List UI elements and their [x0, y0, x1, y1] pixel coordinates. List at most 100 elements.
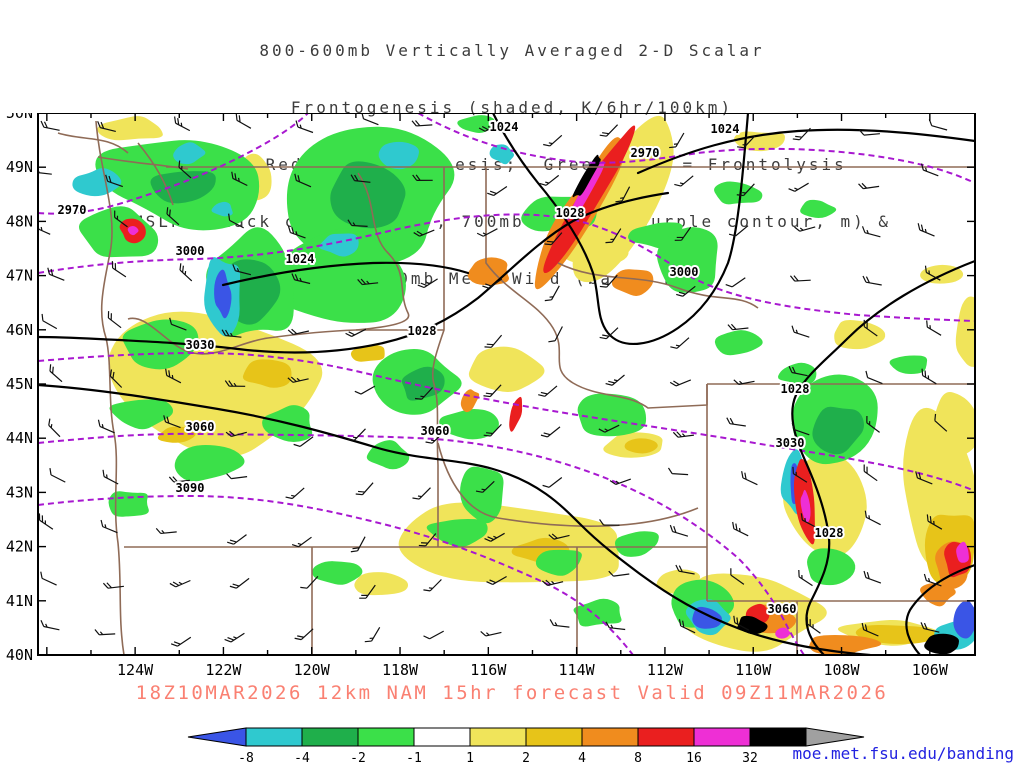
- wind-barb: [354, 385, 376, 395]
- colorbar-tick: 4: [578, 751, 586, 766]
- shading-blob: [157, 426, 196, 443]
- wind-barb: [669, 379, 692, 387]
- wind-barb: [741, 471, 758, 486]
- wind-barb: [49, 468, 66, 483]
- wind-barb: [605, 228, 622, 244]
- wind-barb: [227, 534, 247, 545]
- lon-tick-label: 110W: [735, 661, 772, 679]
- wind-barb: [733, 379, 755, 385]
- wind-barb: [726, 417, 746, 427]
- shading-blob: [273, 228, 406, 323]
- colorbar-segment: [581, 727, 639, 747]
- height-label: 3060: [768, 602, 797, 616]
- wind-barb: [859, 129, 880, 136]
- wind-barb: [669, 132, 685, 149]
- wind-barb: [540, 426, 561, 438]
- shading-blob: [855, 624, 936, 644]
- wind-barb: [94, 629, 116, 636]
- mslp-label: 1028: [815, 526, 844, 540]
- shading-blob: [577, 393, 647, 437]
- wind-barb: [858, 182, 880, 190]
- wind-barb: [548, 326, 563, 343]
- lat-tick-label: 43N: [6, 483, 33, 501]
- wind-barb: [291, 536, 312, 548]
- wind-barb: [414, 387, 434, 400]
- wind-barb: [231, 171, 248, 187]
- lat-tick-label: 44N: [6, 429, 33, 447]
- shading-blob: [614, 531, 659, 557]
- wind-barb: [598, 424, 620, 433]
- wind-barb: [47, 267, 65, 281]
- lat-tick-label: 50N: [6, 113, 33, 122]
- wind-barb: [478, 123, 500, 132]
- wind-barb: [669, 524, 689, 537]
- wind-barbs: [38, 113, 948, 647]
- colorbar-tick: 2: [522, 751, 530, 766]
- wind-barb: [364, 626, 381, 643]
- wind-barb: [737, 135, 756, 149]
- wind-barb: [605, 374, 625, 386]
- wind-barb: [539, 174, 560, 186]
- colorbar-tick: 32: [742, 751, 758, 766]
- wind-barb: [789, 275, 811, 282]
- wind-barb: [293, 436, 314, 447]
- wind-barb: [728, 225, 749, 237]
- lat-tick-label: 48N: [6, 212, 33, 230]
- wind-barb: [806, 617, 821, 634]
- wind-barb: [109, 369, 123, 388]
- wind-barb: [295, 120, 314, 134]
- wind-barb: [41, 313, 58, 330]
- mslp-label: 1028: [556, 206, 585, 220]
- wind-barb: [788, 366, 808, 377]
- wind-barb: [866, 415, 880, 433]
- mslp-label: 1024: [286, 252, 315, 266]
- shading-blob: [573, 598, 622, 627]
- lat-tick-label: 42N: [6, 538, 33, 556]
- lat-tick-label: 45N: [6, 375, 33, 393]
- wind-barb: [412, 174, 433, 182]
- wind-barb: [347, 219, 368, 227]
- wind-barb: [347, 428, 366, 441]
- shading-blob: [800, 199, 837, 218]
- wind-barb: [226, 473, 248, 480]
- wind-barb: [549, 619, 570, 628]
- wind-barb: [169, 317, 187, 331]
- lon-tick-label: 108W: [823, 661, 860, 679]
- shading-blob: [122, 319, 199, 370]
- wind-barb: [102, 582, 124, 589]
- wind-barb: [725, 277, 746, 288]
- wind-barb: [863, 319, 878, 337]
- wind-barb: [49, 364, 63, 383]
- wind-barb: [605, 621, 626, 631]
- wind-barb: [798, 569, 813, 587]
- wind-barb: [170, 636, 192, 647]
- shading-blob: [72, 168, 122, 197]
- wind-barb: [355, 482, 374, 496]
- shading-blob: [312, 561, 363, 585]
- wind-barb: [418, 533, 437, 547]
- longitude-labels: 124W 122W 120W 118W 116W 114W 112W 110W …: [117, 661, 949, 679]
- wind-barb: [791, 325, 810, 338]
- shading-blob: [398, 502, 619, 583]
- wind-barb: [861, 622, 879, 637]
- credit-link[interactable]: moe.met.fsu.edu/banding: [792, 744, 1014, 763]
- colorbar-segment: [245, 727, 303, 747]
- mslp-contours: [38, 113, 975, 655]
- wind-barb: [179, 263, 193, 282]
- wind-barb: [788, 182, 809, 192]
- wind-barb: [484, 334, 503, 348]
- wind-barb: [924, 265, 941, 281]
- lat-tick-label: 49N: [6, 158, 33, 176]
- wind-barb: [736, 183, 755, 197]
- wind-barb: [730, 568, 745, 585]
- colorbar-segments: [187, 727, 865, 747]
- shading-blob: [214, 269, 232, 319]
- shading-blob: [426, 518, 488, 547]
- wind-barb: [923, 573, 942, 587]
- colorbar-tick: -8: [238, 751, 254, 766]
- height-label: 3000: [176, 244, 205, 258]
- shading-blob: [657, 227, 718, 293]
- height-contours: [38, 113, 975, 655]
- wind-barb: [674, 226, 692, 241]
- wind-barb: [225, 430, 247, 438]
